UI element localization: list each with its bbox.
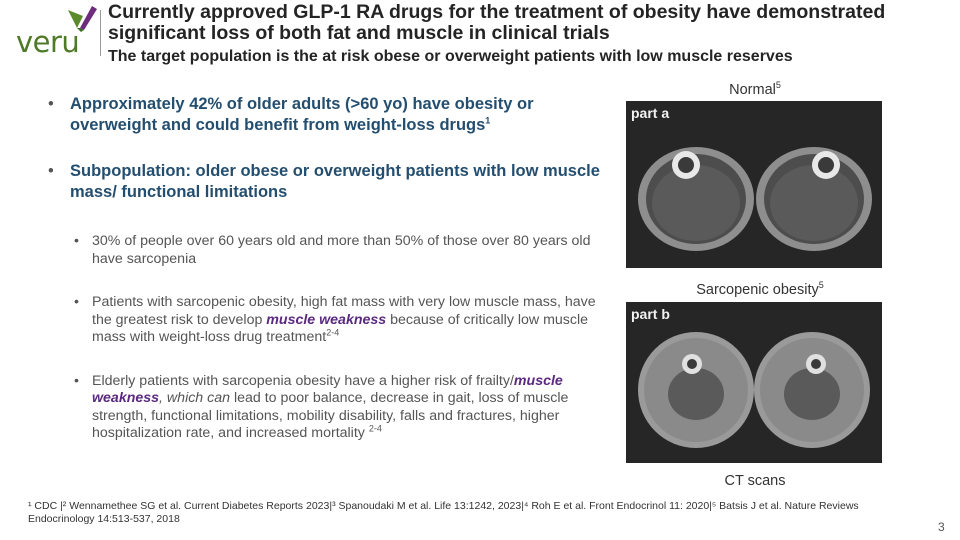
bullet-older-adults-obesity: Approximately 42% of older adults (>60 y… [48, 94, 603, 136]
bullet-text: Subpopulation: older obese or overweight… [70, 162, 600, 201]
normal-label: Normal5 [729, 80, 781, 98]
sub-bullet-frailty-risk: Elderly patients with sarcopenia obesity… [72, 373, 607, 443]
part-b-label: part b [631, 306, 670, 322]
ct-scan-sarcopenic: part b [626, 302, 882, 463]
sub-bullet-text: Patients with sarcopenic obesity, high f… [92, 294, 596, 328]
references: ¹ CDC |² Wennamethee SG et al. Current D… [28, 500, 859, 525]
emphasis-text: muscle weakness [266, 311, 387, 328]
bullet-ref: 2-4 [368, 423, 382, 434]
veru-logo: veru [10, 6, 102, 58]
bullet-ref: 2-4 [326, 327, 340, 338]
bullet-subpopulation: Subpopulation: older obese or overweight… [48, 161, 603, 203]
sub-bullet-text: 30% of people over 60 years old and more… [92, 233, 591, 267]
slide-subtitle: The target population is the at risk obe… [108, 48, 793, 65]
ct-normal-image [626, 101, 882, 268]
italic-text: , which can [159, 390, 231, 406]
logo-check-icon [68, 6, 97, 32]
bullet-text: Approximately 42% of older adults (>60 y… [70, 95, 534, 134]
sub-bullet-sarcopenic-obesity-risk: Patients with sarcopenic obesity, high f… [72, 294, 607, 347]
sub-bullet-sarcopenia-prevalence: 30% of people over 60 years old and more… [72, 233, 607, 268]
page-number: 3 [938, 520, 945, 534]
logo-wordmark: veru [16, 25, 80, 59]
logo-divider [100, 10, 101, 56]
ct-sarcopenic-image [626, 302, 882, 463]
sub-bullet-text: because of critically low muscle mass wi… [92, 311, 589, 346]
main-bullet-list: Approximately 42% of older adults (>60 y… [48, 94, 603, 228]
sarcopenic-label: Sarcopenic obesity5 [696, 280, 824, 298]
sub-bullet-text: Elderly patients with sarcopenia obesity… [92, 372, 514, 389]
emphasis-text: muscle weakness [92, 372, 563, 407]
slide-title: Currently approved GLP-1 RA drugs for th… [108, 1, 886, 44]
bullet-ref: 1 [485, 115, 491, 126]
ct-scans-caption: CT scans [724, 473, 786, 489]
part-a-label: part a [631, 105, 670, 121]
sub-bullet-text: lead to poor balance, decrease in gait, … [92, 390, 569, 441]
ct-scan-normal: part a [626, 101, 882, 268]
sub-bullet-list: 30% of people over 60 years old and more… [72, 233, 607, 469]
